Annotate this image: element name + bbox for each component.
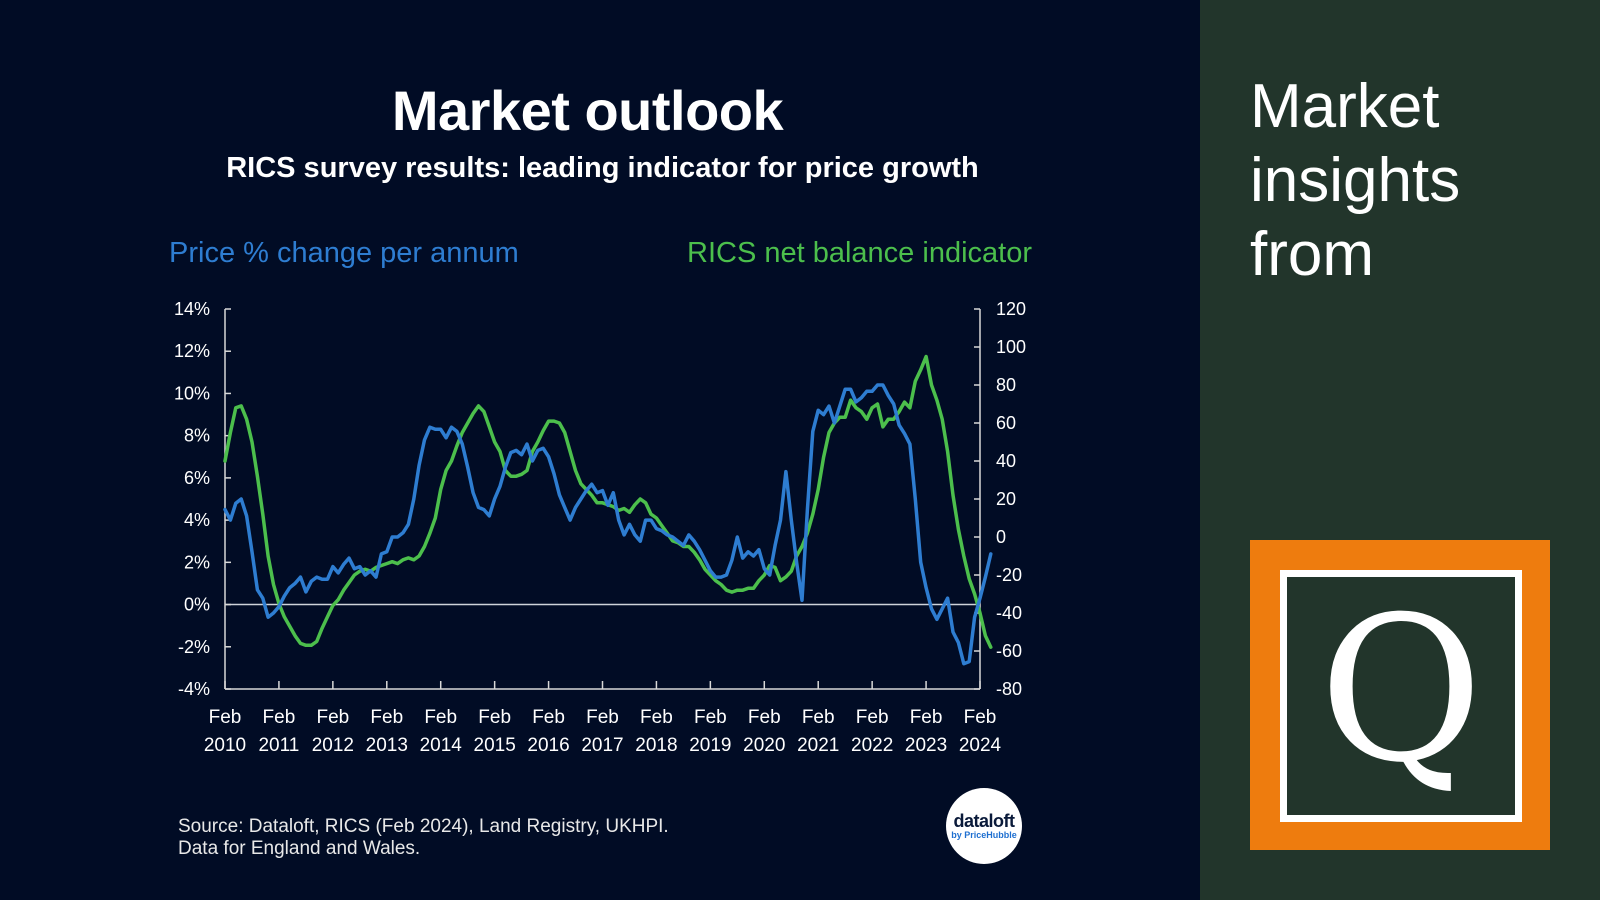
dataloft-logo-subtext: by PriceHubble	[951, 830, 1017, 840]
q-logo-frame: Q	[1280, 570, 1522, 822]
source-note: Source: Dataloft, RICS (Feb 2024), Land …	[178, 816, 669, 860]
right-axis-title: RICS net balance indicator	[687, 237, 1032, 269]
sidebar-tagline: Market insights from	[1250, 70, 1570, 292]
right-tick-label: 100	[996, 337, 1026, 357]
x-tick-label-month: Feb	[424, 707, 457, 728]
line-chart: 14% 12% 10% 8% 6% 4% 2% 0% -2% -4% 120 100 80 60 40 20 0…	[174, 299, 1026, 756]
x-tick-label-year: 2023	[905, 735, 947, 756]
x-tick-label-month: Feb	[263, 707, 296, 728]
x-tick-label-year: 2016	[527, 735, 569, 756]
page-subtitle: RICS survey results: leading indicator f…	[226, 152, 979, 184]
price-change-line	[223, 383, 993, 666]
right-tick-label: -60	[996, 641, 1022, 661]
right-tick-label: -40	[996, 603, 1022, 623]
x-tick-label-year: 2022	[851, 735, 893, 756]
q-letter-icon: Q	[1319, 577, 1483, 807]
x-tick-label-year: 2018	[635, 735, 677, 756]
tagline-line-2: insights	[1250, 146, 1461, 215]
x-tick-label-year: 2014	[420, 735, 463, 756]
left-tick-label: -4%	[178, 679, 210, 699]
x-tick-label-year: 2024	[959, 735, 1002, 756]
x-tick-label-month: Feb	[316, 707, 349, 728]
left-tick-label: 2%	[184, 552, 210, 572]
x-tick-label-month: Feb	[478, 707, 511, 728]
q-brand-logo: Q	[1250, 540, 1550, 850]
right-tick-label: -20	[996, 565, 1022, 585]
left-tick-label: 8%	[184, 426, 210, 446]
right-tick-label: 120	[996, 299, 1026, 319]
source-line-2: Data for England and Wales.	[178, 838, 421, 859]
x-tick-label-month: Feb	[209, 707, 242, 728]
x-tick-label-month: Feb	[802, 707, 835, 728]
x-tick-label-month: Feb	[856, 707, 889, 728]
left-tick-label: -2%	[178, 637, 210, 657]
dataloft-logo-text: dataloft	[953, 811, 1016, 831]
x-tick-label-month: Feb	[694, 707, 727, 728]
x-tick-label-year: 2015	[474, 735, 516, 756]
x-tick-label-year: 2010	[204, 735, 246, 756]
left-tick-label: 4%	[184, 510, 210, 530]
x-tick-label-month: Feb	[748, 707, 781, 728]
x-tick-label-year: 2021	[797, 735, 839, 756]
chart-panel	[0, 0, 1200, 900]
page-title: Market outlook	[391, 79, 784, 142]
right-tick-label: 20	[996, 489, 1016, 509]
source-line-1: Source: Dataloft, RICS (Feb 2024), Land …	[178, 816, 669, 837]
left-tick-label: 0%	[184, 595, 210, 615]
right-tick-label: 80	[996, 375, 1016, 395]
left-axis-title: Price % change per annum	[169, 237, 519, 269]
x-tick-label-year: 2011	[258, 735, 299, 756]
left-tick-label: 12%	[174, 341, 210, 361]
x-tick-label-year: 2012	[312, 735, 354, 756]
left-tick-label: 6%	[184, 468, 210, 488]
left-tick-label: 10%	[174, 383, 210, 403]
x-tick-label-year: 2019	[689, 735, 731, 756]
left-tick-label: 14%	[174, 299, 210, 319]
x-tick-label-month: Feb	[964, 707, 997, 728]
x-tick-label-year: 2017	[581, 735, 623, 756]
dataloft-logo: dataloft by PriceHubble	[946, 788, 1022, 864]
x-tick-label-month: Feb	[640, 707, 673, 728]
right-tick-label: 40	[996, 451, 1016, 471]
tagline-line-1: Market	[1250, 72, 1440, 141]
q-logo-letter: Q	[1319, 577, 1483, 807]
x-tick-label-year: 2020	[743, 735, 785, 756]
right-tick-label: 60	[996, 413, 1016, 433]
x-tick-label-month: Feb	[532, 707, 565, 728]
x-tick-label-month: Feb	[586, 707, 619, 728]
x-tick-label-year: 2013	[366, 735, 408, 756]
right-tick-label: -80	[996, 679, 1022, 699]
tagline-line-3: from	[1250, 220, 1374, 289]
x-tick-label-month: Feb	[370, 707, 403, 728]
x-tick-label-month: Feb	[910, 707, 943, 728]
right-tick-label: 0	[996, 527, 1006, 547]
